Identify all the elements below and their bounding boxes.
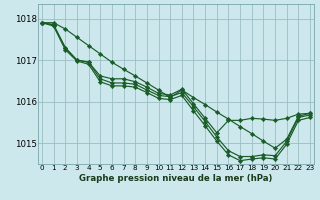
X-axis label: Graphe pression niveau de la mer (hPa): Graphe pression niveau de la mer (hPa) — [79, 174, 273, 183]
